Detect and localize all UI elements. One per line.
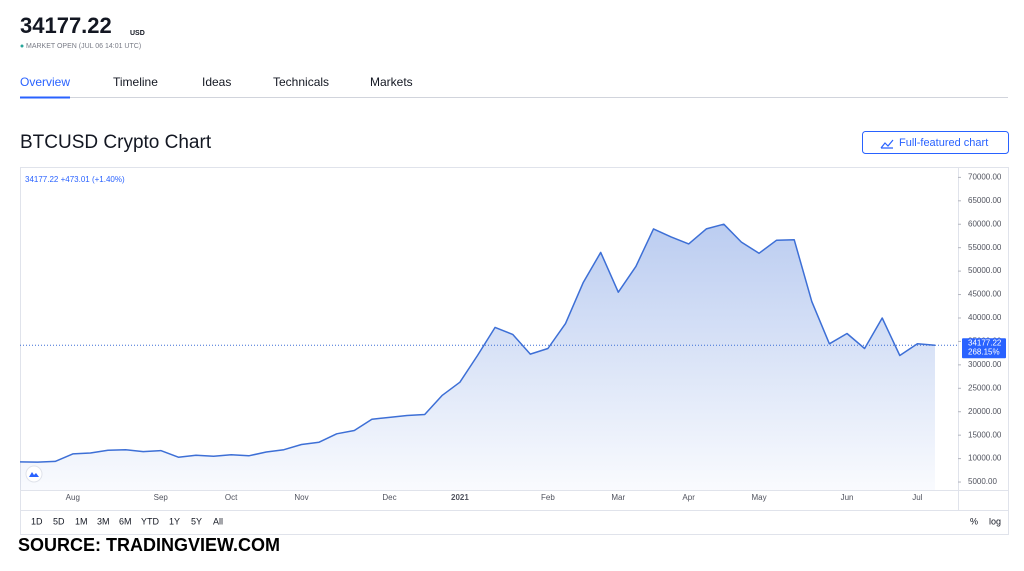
tab[interactable]: Ideas [202, 75, 231, 89]
chart-icon [880, 139, 894, 149]
x-tick-label: Oct [225, 493, 238, 502]
tab[interactable]: Markets [370, 75, 413, 89]
tab[interactable]: Overview [20, 75, 70, 89]
status-dot [20, 44, 24, 48]
x-tick-label: 2021 [451, 493, 469, 502]
currency: USD [130, 30, 145, 37]
price-line [19, 223, 936, 463]
y-tick-label: 60000.00 [968, 219, 1002, 228]
x-tick-label: Jul [912, 493, 922, 502]
logo [25, 465, 43, 483]
full-chart-button[interactable] [862, 131, 1009, 154]
y-tick-label: 5000.00 [968, 477, 997, 486]
x-tick-label: Apr [682, 493, 695, 502]
x-tick-label: Nov [294, 493, 308, 502]
tab[interactable]: Timeline [113, 75, 158, 89]
price: 34177.22 [20, 13, 112, 38]
toolbar: 1D 5D 1M 3M 6M YTD 1Y 5Y All% log [31, 516, 1001, 526]
source: SOURCE: TRADINGVIEW.COM [18, 535, 280, 555]
range-button[interactable]: 1D [31, 516, 43, 526]
chart-frame [20, 167, 1009, 535]
price-tag-bg [962, 338, 1006, 359]
y-tick-label: 50000.00 [968, 266, 1002, 275]
range-button[interactable]: 6M [119, 516, 132, 526]
y-tick-label: 25000.00 [968, 383, 1002, 392]
x-tick-label: Aug [66, 493, 80, 502]
x-tick-label: Feb [541, 493, 555, 502]
y-tick-label: 45000.00 [968, 290, 1002, 299]
range-button[interactable]: 1M [75, 516, 88, 526]
x-tick-label: Mar [611, 493, 625, 502]
y-tick-label: 70000.00 [968, 172, 1002, 181]
range-button[interactable]: 5Y [191, 516, 202, 526]
x-tick-label: Jun [841, 493, 854, 502]
section-title: BTCUSD Crypto Chart [20, 132, 212, 153]
chart: 5000.00 10000.00 15000.00 20000.00 25000.00 3… [19, 172, 1006, 502]
range-button[interactable]: YTD [141, 516, 160, 526]
price-tag: 34177.22 [968, 338, 1002, 347]
range-button[interactable]: All [213, 516, 223, 526]
area-fill [20, 224, 935, 490]
y-tick-label: 30000.00 [968, 360, 1002, 369]
scale-button[interactable]: log [989, 516, 1001, 526]
x-tick-label: Sep [154, 493, 169, 502]
market-status: MARKET OPEN (JUL 06 14:01 UTC) [26, 43, 141, 50]
chart-legend: 34177.22 +473.01 (+1.40%) [25, 175, 125, 184]
x-tick-label: May [751, 493, 766, 502]
range-button[interactable]: 3M [97, 516, 110, 526]
y-tick-label: 55000.00 [968, 243, 1002, 252]
tabs: Overview Timeline Ideas Technicals Markets [20, 75, 413, 89]
logo-shape [29, 472, 39, 477]
y-tick-label: 15000.00 [968, 430, 1002, 439]
range-button[interactable]: 1Y [169, 516, 180, 526]
y-tick-label: 40000.00 [968, 313, 1002, 322]
y-tick-label: 65000.00 [968, 196, 1002, 205]
y-tick-label: 10000.00 [968, 454, 1002, 463]
tab[interactable]: Technicals [273, 75, 329, 89]
button-label[interactable]: Full-featured chart [899, 137, 988, 149]
y-tick-label: 20000.00 [968, 407, 1002, 416]
scale-button[interactable]: % [970, 516, 978, 526]
x-tick-label: Dec [382, 493, 396, 502]
range-button[interactable]: 5D [53, 516, 65, 526]
percent-tag: 268.15% [968, 347, 1000, 356]
